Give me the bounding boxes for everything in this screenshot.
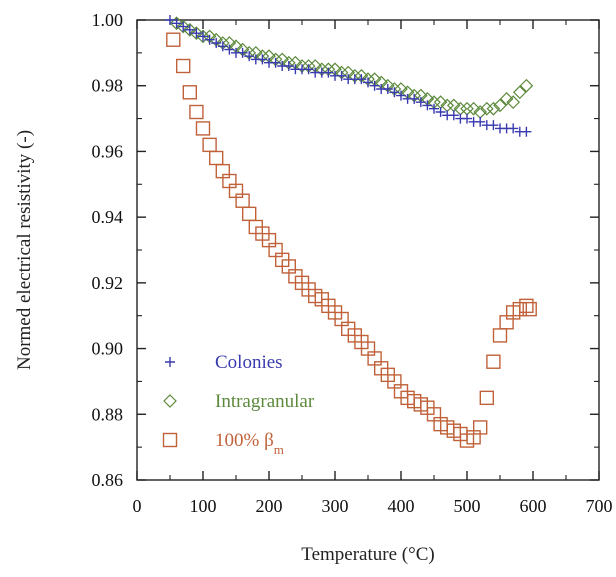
plot-frame (136, 19, 600, 481)
data-point-plus (356, 74, 367, 85)
tick-labels-layer: 0 100 200 300 400 500 600 700 0.86 0.88 0.90 0.92 0.… (92, 10, 613, 516)
data-point-square (519, 298, 534, 314)
data-point-diamond (466, 101, 481, 116)
data-point-square (522, 301, 537, 317)
series-plus (165, 15, 532, 137)
x-tick-label: 400 (388, 496, 415, 516)
data-point-plus (389, 87, 400, 98)
data-point-diamond (512, 85, 527, 100)
data-point-square (182, 85, 198, 100)
data-point-diamond (176, 19, 191, 34)
x-tick-label: 200 (256, 496, 283, 516)
data-point-plus (488, 120, 499, 131)
data-point-plus (409, 93, 420, 104)
data-point-plus (382, 84, 393, 94)
data-point-plus (336, 70, 347, 81)
data-point-diamond (169, 16, 184, 31)
data-point-plus (224, 44, 235, 55)
legend-label-subscript: m (274, 442, 284, 457)
data-point-diamond (479, 101, 494, 116)
x-tick-label: 700 (586, 496, 613, 516)
data-point-square (189, 104, 204, 120)
data-point-plus (521, 126, 532, 137)
data-point-plus (475, 116, 486, 127)
data-point-plus (363, 77, 373, 88)
data-point-plus (422, 100, 433, 111)
x-axis-label: Temperature (°C) (301, 544, 434, 565)
data-point-plus (178, 21, 189, 32)
data-point-square (195, 121, 211, 136)
data-point-plus (204, 34, 215, 45)
data-point-plus (165, 15, 175, 25)
data-point-plus (415, 97, 426, 108)
data-point-square (166, 32, 181, 47)
data-point-plus (198, 31, 208, 42)
data-point-plus (283, 61, 294, 71)
data-point-diamond (196, 29, 210, 44)
data-point-plus (257, 54, 268, 65)
data-point-plus (462, 113, 472, 124)
data-point-plus (396, 90, 406, 101)
y-tick-label: 0.88 (92, 404, 124, 424)
data-point-diamond (499, 92, 514, 106)
y-axis-label: Normed electrical resistivity (-) (14, 130, 35, 370)
data-point-plus (191, 28, 202, 39)
legend-label: Intragranular (215, 391, 315, 412)
data-point-diamond (493, 98, 507, 113)
legend: Colonies Intragranular 100% βm (162, 352, 315, 457)
series-square (166, 32, 537, 448)
data-point-diamond (182, 23, 197, 37)
data-point-plus (323, 67, 334, 78)
data-point-plus (237, 47, 248, 58)
data-point-square (202, 137, 217, 153)
x-tick-label: 0 (133, 496, 142, 516)
data-point-square (241, 206, 257, 222)
data-point-diamond (519, 78, 534, 93)
y-tick-label: 1.00 (92, 10, 124, 30)
x-tick-label: 600 (520, 496, 547, 516)
legend-marker-plus (165, 357, 175, 367)
ticks-layer (136, 19, 600, 481)
data-point-plus (211, 38, 222, 48)
legend-label: 100% βm (215, 430, 284, 457)
data-point-square (473, 420, 488, 435)
y-tick-label: 0.86 (92, 470, 124, 490)
data-point-plus (429, 103, 439, 114)
data-point-diamond (506, 95, 521, 109)
y-tick-label: 0.98 (92, 76, 124, 96)
data-point-diamond (189, 26, 204, 40)
x-tick-label: 500 (454, 496, 481, 516)
data-point-plus (217, 41, 228, 52)
data-point-plus (171, 18, 182, 29)
points-layer (165, 15, 537, 448)
y-tick-label: 0.94 (92, 207, 124, 227)
legend-label: Colonies (215, 352, 283, 373)
y-tick-label: 0.92 (92, 273, 124, 293)
data-point-square (208, 150, 224, 166)
data-point-plus (270, 57, 281, 68)
y-tick-label: 0.96 (92, 141, 124, 161)
x-tick-label: 100 (190, 496, 217, 516)
data-point-plus (435, 107, 446, 117)
data-point-plus (303, 64, 314, 75)
legend-marker-square (162, 432, 178, 448)
data-point-plus (369, 80, 380, 91)
data-point-plus (508, 123, 519, 134)
data-point-diamond (486, 101, 501, 116)
data-point-square (486, 354, 501, 369)
data-point-plus (184, 24, 195, 35)
legend-marker-diamond (163, 394, 177, 408)
data-point-square (492, 328, 508, 343)
data-point-plus (244, 51, 255, 62)
series-diamond (169, 16, 534, 119)
data-point-square (479, 390, 494, 406)
x-tick-label: 300 (322, 496, 349, 516)
data-point-square (175, 58, 191, 74)
y-tick-label: 0.90 (92, 339, 124, 359)
data-point-plus (448, 110, 459, 121)
